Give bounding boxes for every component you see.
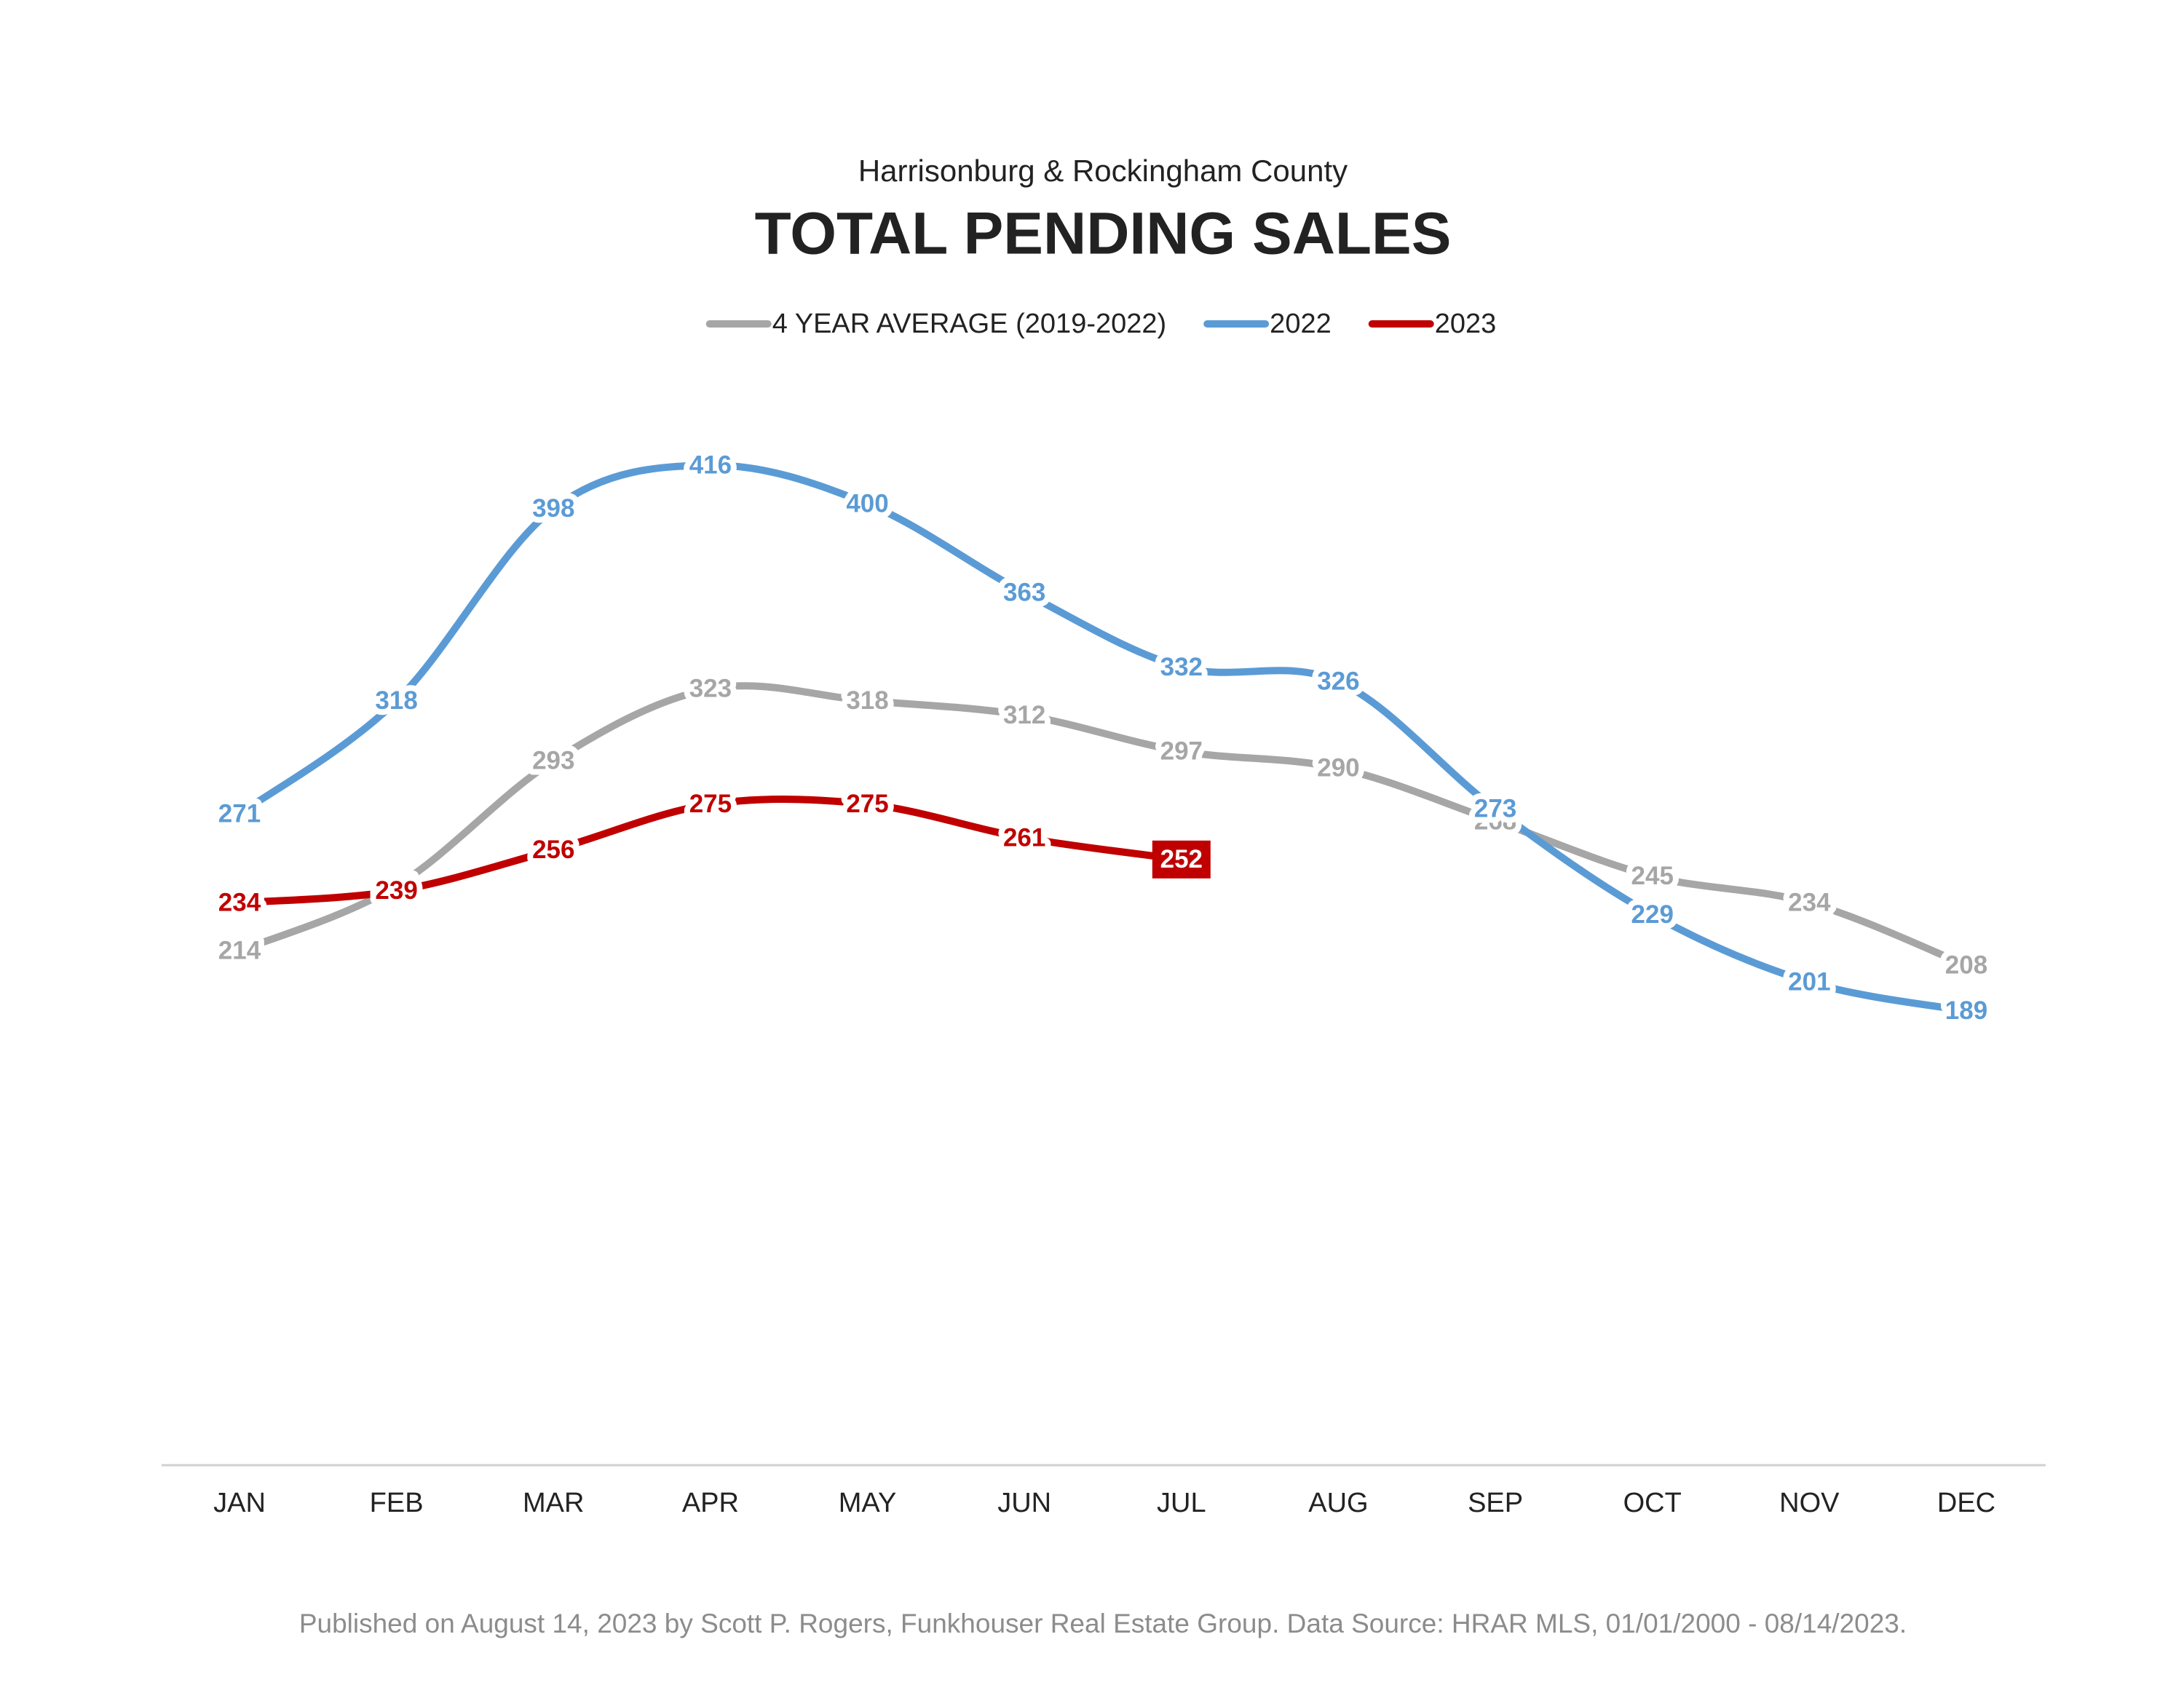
- data-label: 239: [375, 876, 417, 905]
- legend-label: 2023: [1435, 309, 1497, 339]
- data-label: 234: [1788, 889, 1831, 917]
- data-label: 229: [1631, 900, 1674, 929]
- data-label: 416: [689, 451, 732, 480]
- data-label-box: 252: [1152, 840, 1211, 879]
- x-tick-label: OCT: [1623, 1488, 1682, 1518]
- x-tick-label: MAY: [839, 1488, 897, 1518]
- data-label: 363: [1003, 579, 1045, 607]
- x-tick-label: MAR: [523, 1488, 584, 1518]
- series-line: [236, 461, 1970, 1015]
- footer: Published on August 14, 2023 by Scott P.…: [299, 1609, 1907, 1638]
- data-label: 398: [532, 494, 574, 523]
- data-label: 245: [1631, 862, 1674, 890]
- data-label: 297: [1160, 737, 1203, 765]
- data-label: 312: [1003, 701, 1045, 729]
- series-line: [236, 796, 1185, 907]
- data-label: 252: [1160, 845, 1203, 873]
- data-label: 318: [375, 686, 417, 715]
- data-label: 234: [218, 889, 261, 917]
- data-label: 189: [1945, 996, 1987, 1025]
- legend-label: 2022: [1270, 309, 1332, 339]
- data-label: 275: [689, 790, 732, 818]
- data-label: 256: [532, 836, 574, 864]
- chart-title: TOTAL PENDING SALES: [755, 201, 1452, 267]
- x-tick-label: DEC: [1937, 1488, 1995, 1518]
- data-label: 273: [1474, 795, 1516, 823]
- data-label: 332: [1160, 653, 1203, 681]
- data-label: 208: [1945, 951, 1987, 979]
- data-label: 241: [375, 871, 417, 900]
- x-tick-label: AUG: [1308, 1488, 1368, 1518]
- data-label: 268: [1474, 806, 1516, 835]
- legend: 4 YEAR AVERAGE (2019-2022) 2022 2023: [705, 309, 1497, 339]
- x-tick-label: JUL: [1157, 1488, 1206, 1518]
- x-tick-label: APR: [682, 1488, 739, 1518]
- data-label: 400: [846, 489, 888, 518]
- data-label: 275: [846, 790, 888, 818]
- data-label: 318: [846, 686, 888, 715]
- legend-label: 4 YEAR AVERAGE (2019-2022): [772, 309, 1166, 339]
- x-tick-label: FEB: [370, 1488, 424, 1518]
- chart-subtitle: Harrisonburg & Rockingham County: [858, 154, 1348, 188]
- data-label-bg: [1152, 840, 1211, 879]
- data-label: 214: [218, 937, 261, 965]
- x-tick-label: JUN: [997, 1488, 1051, 1518]
- x-tick-label: JAN: [213, 1488, 266, 1518]
- data-label: 323: [689, 675, 732, 703]
- data-label: 326: [1317, 667, 1359, 696]
- series-line: [236, 682, 1970, 970]
- data-label: 261: [1003, 823, 1045, 852]
- data-label: 201: [1788, 968, 1830, 996]
- x-tick-label: NOV: [1779, 1488, 1840, 1518]
- data-label: 293: [532, 747, 574, 775]
- data-label: 290: [1317, 754, 1359, 782]
- x-tick-label: SEP: [1468, 1488, 1523, 1518]
- data-label: 271: [218, 799, 261, 828]
